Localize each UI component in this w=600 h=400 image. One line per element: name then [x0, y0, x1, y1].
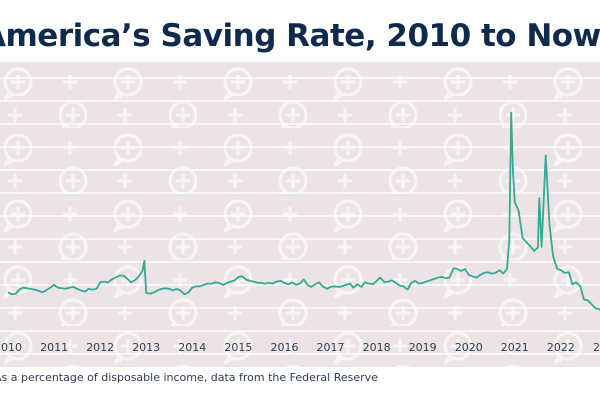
chart-caption: As a percentage of disposable income, da… [0, 371, 378, 384]
x-tick-label: 2010 [0, 341, 22, 354]
saving-rate-chart: 2010 2011 2012 2013 2014 2015 2016 2017 2018 2019… [0, 62, 600, 367]
gridlines [0, 77, 600, 355]
watermark-pattern [0, 62, 600, 367]
saving-rate-line [7, 111, 600, 312]
x-tick-label: 2017 [317, 341, 345, 354]
x-tick-label: 2018 [363, 341, 391, 354]
x-tick-label: 2019 [409, 341, 437, 354]
x-tick-label: 2012 [86, 341, 114, 354]
series-layer [7, 111, 600, 312]
x-tick-label: 2016 [271, 341, 299, 354]
x-tick-label: 2013 [132, 341, 160, 354]
chart-title: America’s Saving Rate, 2010 to Now [0, 18, 600, 54]
x-tick-label: 2022 [547, 341, 575, 354]
chart-area: 2010 2011 2012 2013 2014 2015 2016 2017 2018 2019… [0, 62, 600, 367]
x-tick-label: 2021 [501, 341, 529, 354]
x-tick-label: 2023 [593, 341, 600, 354]
x-tick-labels: 2010 2011 2012 2013 2014 2015 2016 2017 2018 2019… [0, 341, 600, 354]
x-tick-label: 2020 [455, 341, 483, 354]
x-tick-label: 2011 [40, 341, 68, 354]
x-tick-label: 2015 [224, 341, 252, 354]
x-tick-label: 2014 [178, 341, 206, 354]
